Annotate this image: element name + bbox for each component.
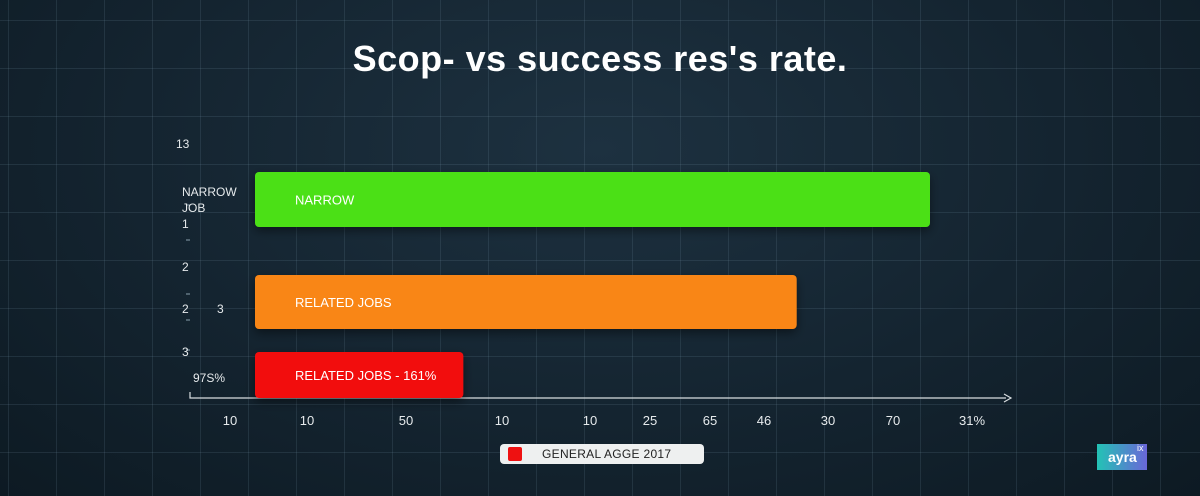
x-tick-labels: 10 10 50 10 10 25 65 46 30 70 31% xyxy=(223,413,986,428)
brand-superscript: ix xyxy=(1137,443,1144,453)
legend-label: GENERAL AGGE 2017 xyxy=(542,447,672,461)
x-tick-label: 70 xyxy=(886,413,900,428)
x-tick-label: 10 xyxy=(300,413,314,428)
y-tick-label: 13 xyxy=(176,137,190,151)
x-axis-line xyxy=(189,392,1006,399)
x-tick-label: 46 xyxy=(757,413,771,428)
x-axis-arrow xyxy=(1003,393,1013,403)
brand-badge xyxy=(1097,444,1147,470)
x-tick-label: 50 xyxy=(399,413,413,428)
y-tick-label: 2 xyxy=(182,260,189,274)
y-tick-label: 3 xyxy=(182,345,189,359)
bar-1 xyxy=(255,172,930,227)
x-tick-label: 10 xyxy=(495,413,509,428)
y-tick-label: JOB xyxy=(182,201,205,215)
chart-title: Scop- vs success res's rate. xyxy=(352,38,848,79)
x-tick-label: 10 xyxy=(223,413,237,428)
bar-label-2: RELATED JOBS xyxy=(295,295,392,310)
axes xyxy=(186,204,1013,403)
brand-logo: ayra ix xyxy=(1097,443,1147,470)
brand-name: ayra xyxy=(1108,449,1137,465)
bar-2 xyxy=(255,275,797,329)
x-tick-label: 25 xyxy=(643,413,657,428)
y-tick-labels: 13 NARROW JOB 1 2 2 3 3 97S% xyxy=(176,137,237,385)
legend: GENERAL AGGE 2017 xyxy=(500,444,704,464)
y-tick-label: NARROW xyxy=(182,185,237,199)
x-tick-label: 65 xyxy=(703,413,717,428)
x-tick-label: 30 xyxy=(821,413,835,428)
legend-swatch xyxy=(508,447,522,461)
y-tick-label: 1 xyxy=(182,217,189,231)
x-tick-label: 10 xyxy=(583,413,597,428)
bar-label-3: RELATED JOBS - 161% xyxy=(295,368,437,383)
y-tick-label: 97S% xyxy=(193,371,225,385)
y-tick-label: 2 xyxy=(182,302,189,316)
bar-label-1: NARROW xyxy=(295,193,355,208)
bar-3 xyxy=(255,352,464,398)
bars: NARROW RELATED JOBS RELATED JOBS - 161% xyxy=(255,172,930,398)
x-tick-label: 31% xyxy=(959,413,985,428)
y-tick-label: 3 xyxy=(217,302,224,316)
